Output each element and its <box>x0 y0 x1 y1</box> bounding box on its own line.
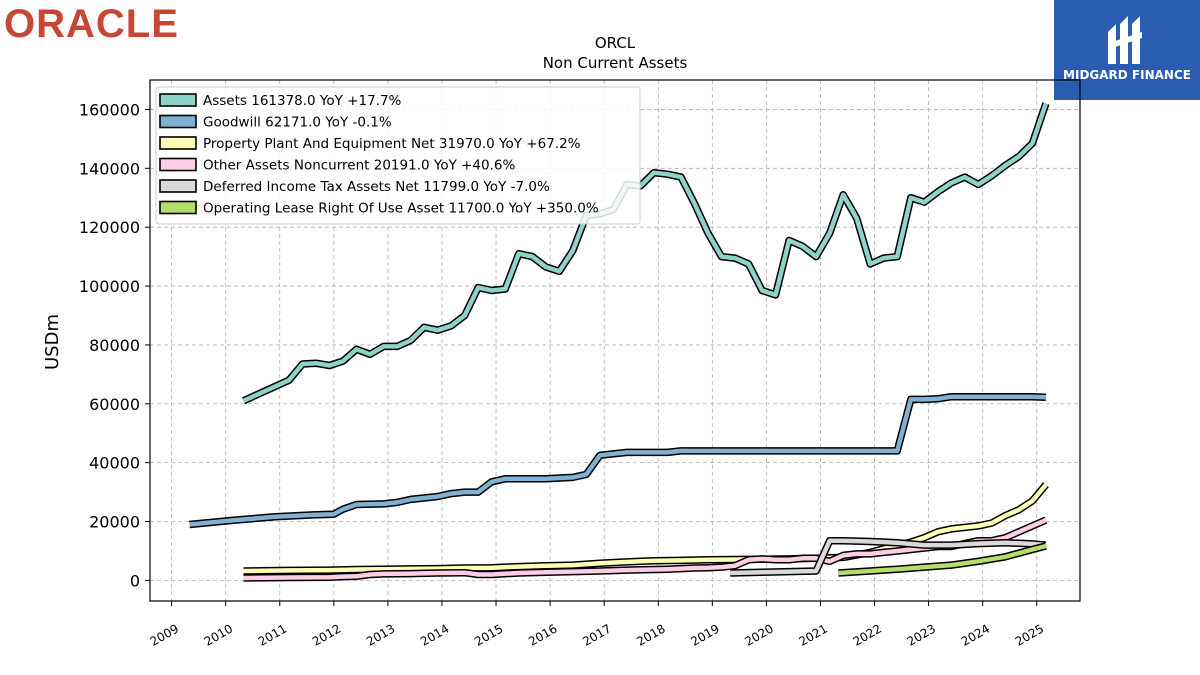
legend: Assets 161378.0 YoY +17.7% Goodwill 62171… <box>155 86 641 225</box>
y-ticks: 0 20000 40000 60000 80000 100000 120000 140000 1… <box>79 100 150 590</box>
legend-swatch <box>159 136 197 150</box>
series-4-line <box>730 538 1047 576</box>
legend-swatch <box>159 114 197 129</box>
legend-swatch <box>159 93 197 107</box>
y-tick-label: 160000 <box>79 100 140 119</box>
series-1-outline <box>189 392 1047 529</box>
x-tick-label: 2013 <box>364 621 397 648</box>
x-tick-label: 2019 <box>688 621 721 648</box>
x-ticks: 2009 2010 2011 2012 2013 2014 2015 2016 2017 2018… <box>148 601 1046 649</box>
x-tick-label: 2023 <box>905 621 938 648</box>
y-tick-label: 20000 <box>89 513 140 532</box>
midgard-finance-logo: MIDGARD FINANCE <box>1054 0 1200 100</box>
legend-label: Operating Lease Right Of Use Asset 11700… <box>203 201 599 217</box>
x-tick-label: 2018 <box>634 621 667 648</box>
y-tick-label: 100000 <box>79 277 140 296</box>
y-tick-label: 40000 <box>89 454 140 473</box>
x-tick-label: 2012 <box>310 621 343 648</box>
legend-label: Property Plant And Equipment Net 31970.0… <box>203 136 581 152</box>
series-layer <box>189 102 1050 582</box>
chart-subtitle: Non Current Assets <box>543 54 688 72</box>
y-axis-label: USDm <box>42 314 63 370</box>
legend-label: Assets 161378.0 YoY +17.7% <box>203 93 402 109</box>
x-tick-label: 2016 <box>526 621 559 648</box>
chart-title: ORCL <box>595 34 636 52</box>
x-tick-label: 2014 <box>418 621 451 648</box>
legend-swatch <box>159 157 197 172</box>
x-tick-label: 2022 <box>851 621 884 648</box>
x-tick-label: 2015 <box>472 621 505 648</box>
y-tick-label: 60000 <box>89 395 140 414</box>
x-tick-label: 2017 <box>580 621 613 648</box>
x-tick-label: 2021 <box>797 621 830 648</box>
legend-label: Goodwill 62171.0 YoY -0.1% <box>203 115 392 131</box>
x-tick-label: 2009 <box>148 621 181 648</box>
legend-label: Other Assets Noncurrent 20191.0 YoY +40.… <box>203 158 515 174</box>
series-2-outline <box>243 482 1049 575</box>
y-tick-label: 80000 <box>89 336 140 355</box>
series-0-line <box>242 102 1049 403</box>
series-5-line <box>838 543 1047 576</box>
y-tick-label: 0 <box>130 571 140 590</box>
series-2-line <box>243 483 1048 574</box>
legend-box <box>155 86 641 225</box>
x-tick-label: 2025 <box>1013 621 1046 648</box>
legend-swatch <box>159 179 197 193</box>
midgard-finance-name: MIDGARD FINANCE <box>1063 68 1191 82</box>
x-tick-label: 2011 <box>256 621 289 648</box>
legend-label: Deferred Income Tax Assets Net 11799.0 Y… <box>203 179 550 195</box>
plot-frame <box>149 79 1081 602</box>
x-tick-label: 2024 <box>959 621 992 648</box>
oracle-logo: ORACLE <box>4 2 179 46</box>
legend-swatch <box>159 200 197 215</box>
x-tick-label: 2010 <box>202 621 235 648</box>
y-tick-label: 120000 <box>79 218 140 237</box>
y-tick-label: 140000 <box>79 159 140 178</box>
x-tick-label: 2020 <box>742 621 775 648</box>
series-1-line <box>189 394 1046 527</box>
midgard-mark-icon <box>1108 16 1142 64</box>
